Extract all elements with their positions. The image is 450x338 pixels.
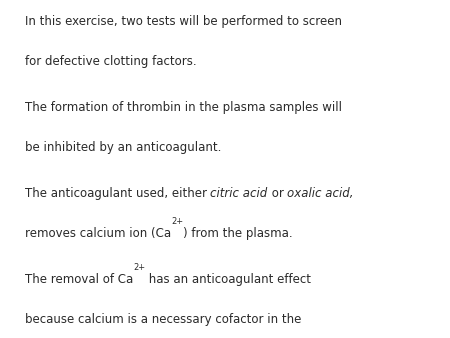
Text: for defective clotting factors.: for defective clotting factors.: [25, 55, 196, 68]
Text: citric acid: citric acid: [211, 187, 268, 200]
Text: 2+: 2+: [171, 217, 183, 226]
Text: ) from the plasma.: ) from the plasma.: [183, 227, 292, 240]
Text: 2+: 2+: [133, 263, 145, 272]
Text: The removal of Ca: The removal of Ca: [25, 273, 133, 286]
Text: The formation of thrombin in the plasma samples will: The formation of thrombin in the plasma …: [25, 101, 342, 114]
Text: has an anticoagulant effect: has an anticoagulant effect: [145, 273, 311, 286]
Text: be inhibited by an anticoagulant.: be inhibited by an anticoagulant.: [25, 141, 221, 154]
Text: oxalic acid,: oxalic acid,: [288, 187, 354, 200]
Text: or: or: [268, 187, 288, 200]
Text: because calcium is a necessary cofactor in the: because calcium is a necessary cofactor …: [25, 313, 301, 325]
Text: removes calcium ion (Ca: removes calcium ion (Ca: [25, 227, 171, 240]
Text: The anticoagulant used, either: The anticoagulant used, either: [25, 187, 211, 200]
Text: In this exercise, two tests will be performed to screen: In this exercise, two tests will be perf…: [25, 15, 342, 28]
